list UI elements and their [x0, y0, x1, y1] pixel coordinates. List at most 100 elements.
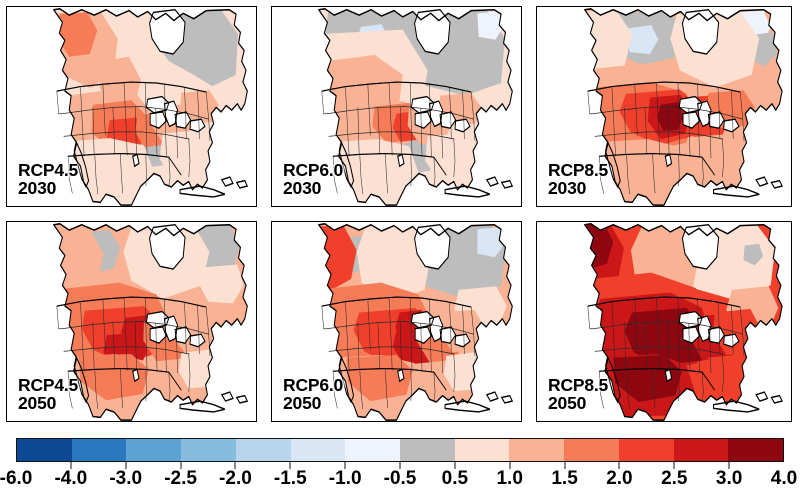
hudson-bay-outline [149, 8, 186, 55]
field-band [425, 132, 479, 183]
colorbar-tick [399, 462, 401, 469]
map-panel-rcp45-2050[interactable]: RCP4.5 2050 [0, 215, 265, 430]
hudson-bay [149, 9, 186, 55]
panel-scenario-label: RCP4.5 [18, 159, 79, 180]
field-band [477, 227, 505, 258]
temperature-field [318, 8, 513, 206]
colorbar-ticks [16, 462, 784, 469]
colorbar-tick-label: -2.0 [219, 468, 252, 489]
colorbar-tick [344, 462, 347, 469]
map-canvas [537, 222, 791, 421]
colorbar-tick [453, 462, 456, 469]
colorbar-cell[interactable] [400, 439, 455, 461]
map-panel-rcp60-2030[interactable]: RCP6.0 2030 [265, 0, 530, 215]
colorbar-cell[interactable] [728, 439, 784, 461]
map-canvas [272, 222, 521, 421]
great-lakes-outline [410, 95, 471, 133]
map-panel-rcp85-2050[interactable]: RCP8.5 2050 [530, 215, 800, 430]
field-band [743, 243, 764, 266]
map-frame: RCP4.5 2030 [6, 6, 257, 207]
colorbar-tick-label: -2.5 [164, 468, 197, 489]
coastline [53, 223, 248, 421]
hudson-bay-outline [414, 8, 451, 55]
colorbar-tick-label: 1.5 [551, 468, 578, 489]
colorbar-cell[interactable] [564, 439, 619, 461]
hudson-bay-outline [681, 8, 720, 55]
colorbar-cell[interactable] [290, 439, 346, 461]
caribbean-islands [132, 368, 249, 413]
hudson-bay-outline [414, 223, 451, 270]
hudson-bay [682, 9, 719, 55]
coastline [584, 223, 783, 421]
field-band [159, 130, 214, 182]
map-frame: RCP6.0 2050 [271, 221, 522, 422]
colorbar-cell[interactable] [71, 439, 127, 461]
map-frame: RCP8.5 2030 [536, 6, 792, 207]
colorbar-tick-label: 4.0 [770, 468, 798, 489]
field-band [613, 354, 682, 403]
great-lakes-outline [678, 95, 740, 133]
map-canvas [537, 7, 791, 206]
map-frame: RCP6.0 2030 [271, 6, 522, 207]
panel-year-label: 2050 [548, 393, 587, 414]
caribbean-islands [664, 153, 783, 198]
caribbean-islands [664, 368, 783, 413]
colorbar-tick [563, 462, 566, 469]
colorbar-cell[interactable] [181, 439, 236, 461]
colorbar-cell[interactable] [126, 439, 182, 461]
map-frame: RCP4.5 2050 [6, 221, 257, 422]
field-band [356, 224, 432, 303]
colorbar-cell[interactable] [509, 439, 565, 461]
field-band [477, 11, 504, 40]
map-panel-rcp85-2030[interactable]: RCP8.5 2030 [530, 0, 800, 215]
field-band [56, 12, 98, 57]
panel-label: RCP4.5 2030 [18, 161, 78, 198]
panel-label: RCP8.5 2050 [548, 376, 608, 413]
colorbar-tick [673, 462, 676, 469]
great-lakes-outline [145, 95, 206, 133]
coastline [53, 8, 248, 206]
panel-scenario-label: RCP6.0 [283, 374, 344, 395]
panel-label: RCP6.0 2030 [283, 161, 343, 198]
colorbar-tick [124, 462, 127, 469]
colorbar-tick [69, 462, 72, 469]
field-band [346, 354, 413, 402]
colorbar-cell[interactable] [345, 439, 401, 461]
panel-scenario-label: RCP8.5 [548, 374, 609, 395]
colorbar-tick-label: -1.5 [273, 468, 307, 489]
panel-year-label: 2030 [548, 178, 587, 199]
map-panel-rcp45-2030[interactable]: RCP4.5 2030 [0, 0, 265, 215]
colorbar-tick [618, 462, 621, 469]
international-border [56, 296, 207, 391]
coastline [318, 8, 513, 206]
international-border [56, 81, 207, 176]
colorbar-cell[interactable] [454, 439, 510, 461]
colorbar-tick [728, 462, 731, 469]
field-band [688, 133, 748, 185]
colorbar-tick [289, 462, 292, 469]
colorbar-tick [179, 462, 182, 469]
colorbar-tick-label: -0.5 [383, 468, 417, 489]
international-border [587, 81, 741, 176]
panel-scenario-label: RCP8.5 [548, 159, 609, 180]
colorbar-tick-label: -4.0 [54, 468, 88, 489]
colorbar-block: -6.0 -4.0 -3.0 -2.5 -2.0 -1.5 -1.0 -0.5 0.5 1.0 1.… [0, 430, 800, 499]
colorbar[interactable] [16, 438, 784, 462]
colorbar-cell[interactable] [17, 439, 72, 461]
colorbar-cell[interactable] [235, 439, 291, 461]
hudson-bay [149, 224, 186, 270]
map-panel-rcp60-2050[interactable]: RCP6.0 2050 [265, 215, 530, 430]
hudson-bay [682, 224, 719, 270]
temperature-field [53, 223, 248, 421]
panel-year-label: 2050 [18, 393, 57, 414]
colorbar-cell[interactable] [673, 439, 729, 461]
map-canvas [7, 7, 256, 206]
great-lakes-outline [410, 310, 471, 348]
colorbar-cell[interactable] [618, 439, 674, 461]
colorbar-tick-label: 2.5 [661, 468, 688, 489]
colorbar-tick-label: -1.0 [328, 468, 362, 489]
colorbar-tick-label: -3.0 [109, 468, 143, 489]
colorbar-tick-label: 3.0 [715, 468, 743, 489]
colorbar-tick [234, 462, 237, 469]
